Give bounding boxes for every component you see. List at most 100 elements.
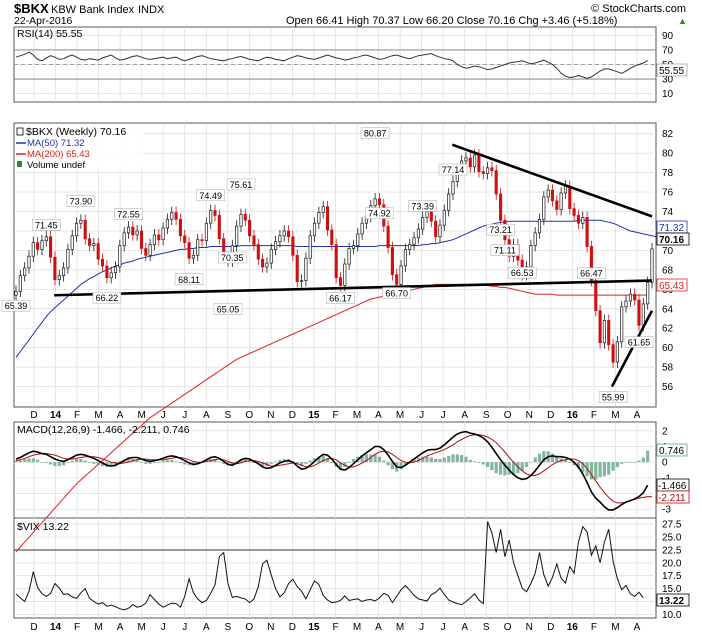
annotation-label: 71.45 (35, 220, 58, 230)
x-tick-label-lower: M (94, 622, 102, 633)
macd-histogram-bar (412, 459, 416, 463)
price-tick-label: 60 (662, 343, 674, 354)
candle-body (602, 320, 606, 344)
candle-body (351, 245, 356, 249)
macd-histogram-bar (269, 462, 273, 464)
macd-histogram-bar (152, 462, 156, 463)
x-tick-label-upper: A (117, 410, 124, 421)
trendline-support (54, 279, 653, 297)
x-tick-label-upper: M (353, 410, 361, 421)
candle-body (18, 275, 22, 292)
annotation-bg (382, 287, 411, 299)
candle-body (390, 247, 394, 276)
macd-histogram-bar (53, 462, 57, 467)
macd-histogram-bar (118, 461, 122, 463)
vix-legend: $VIX 13.22 (17, 521, 69, 533)
candle-body (191, 254, 195, 259)
price-annotation: 80.87 (360, 127, 390, 139)
macd-histogram-bar (477, 462, 481, 463)
candle-body (499, 193, 503, 221)
candle-body (347, 248, 351, 265)
macd-histogram-bar (282, 459, 286, 463)
candle-body (615, 341, 619, 363)
candle-body (529, 245, 533, 268)
macd-histogram-bar (36, 459, 40, 463)
macd-histogram-bar (79, 459, 83, 463)
annotation-label: 72.55 (117, 210, 140, 220)
ma200-tag-text: 65.43 (659, 281, 684, 292)
price-legend-ma50: MA(50) 71.32 (27, 138, 85, 149)
candle-body (646, 282, 650, 305)
candle-body (23, 267, 27, 277)
candle-body (49, 236, 53, 258)
annotation-label: 66.53 (511, 268, 534, 278)
price-annotation: 65.05 (213, 303, 243, 315)
hist-tag-bg (656, 443, 688, 457)
candle-body (83, 219, 87, 240)
annotation-bg (507, 266, 537, 279)
x-tick-label-lower: 14 (50, 622, 62, 633)
candle-body (88, 238, 92, 246)
candle-body (256, 244, 260, 260)
x-tick-label-upper: S (483, 410, 490, 421)
macd-histogram-bar (183, 462, 187, 465)
rsi-tick-label: 70 (662, 45, 674, 56)
macd-histogram-bar (126, 458, 131, 463)
ma50-line (15, 219, 661, 358)
macd-panel (13, 421, 657, 519)
macd-legend: MACD(12,26,9) -1.466, -2.211, 0.746 (17, 424, 190, 436)
macd-histogram-bar (66, 462, 70, 463)
annotation-bg (218, 251, 247, 264)
macd-histogram-bar (416, 457, 420, 463)
candle-body (594, 280, 598, 312)
candle-body (563, 185, 568, 194)
x-tick-label-upper: F (332, 410, 338, 421)
x-tick-label-upper: J (419, 410, 424, 421)
x-tick-label-upper: M (94, 410, 102, 421)
annotation-label: 73.90 (70, 197, 93, 207)
macd-histogram-bar (170, 459, 174, 463)
price-annotation: 73.90 (66, 195, 96, 207)
candle-body (330, 229, 334, 245)
candle-body (261, 258, 265, 268)
candle-body (334, 244, 338, 279)
candle-body (27, 255, 31, 269)
price-annotation: 70.35 (218, 251, 247, 264)
macd-histogram-bar (624, 462, 628, 463)
close-tag-text: 70.16 (659, 235, 684, 246)
macd-histogram-bar (451, 454, 455, 463)
macd-histogram-bar (516, 462, 520, 474)
x-tick-label-lower: F (74, 622, 80, 633)
x-tick-label-lower: J (419, 622, 424, 633)
candle-body (178, 218, 182, 237)
x-tick-label-lower: J (161, 622, 166, 633)
x-tick-label-upper: 14 (50, 410, 62, 421)
trendline-resistance (451, 143, 653, 218)
macd-histogram-bar (70, 460, 74, 463)
macd-histogram-bar (598, 462, 602, 478)
candle-body (187, 242, 191, 259)
candle-body (650, 248, 654, 283)
candle-body (434, 220, 438, 238)
macd-histogram-bar (473, 461, 477, 463)
macd-histogram-bar (503, 462, 507, 476)
candle-body (196, 239, 200, 256)
macd-histogram-bar (537, 453, 542, 463)
price-annotation: 68.11 (174, 273, 204, 286)
price-tick-label: 64 (662, 304, 674, 315)
vix-tick-label: 10.0 (662, 610, 682, 621)
macd-histogram-bar (399, 462, 403, 470)
macd-histogram-bar (135, 459, 139, 463)
macd-histogram-bar (243, 459, 247, 463)
x-tick-label-upper: J (441, 410, 446, 421)
x-tick-label-upper: A (203, 410, 210, 421)
x-tick-label-lower: N (267, 622, 274, 633)
candle-body (183, 235, 187, 243)
candle-body (308, 235, 312, 259)
vix-line (15, 521, 644, 611)
vix-tag-bg (656, 593, 690, 607)
candle-body (373, 198, 377, 207)
candle-body (473, 154, 477, 168)
annotation-bg (226, 178, 256, 191)
macd-histogram-bar (486, 462, 490, 467)
